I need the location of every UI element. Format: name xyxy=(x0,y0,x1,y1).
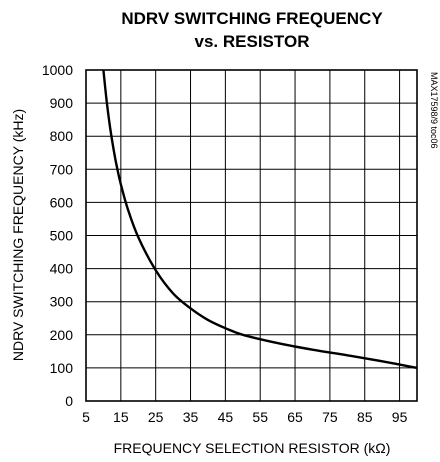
y-tick-label: 500 xyxy=(50,228,74,244)
x-tick-label: 25 xyxy=(148,409,164,425)
y-tick-label: 300 xyxy=(50,294,74,310)
y-tick-label: 1000 xyxy=(42,62,73,78)
y-tick-label: 200 xyxy=(50,327,74,343)
x-tick-label: 15 xyxy=(113,409,129,425)
x-axis-label: FREQUENCY SELECTION RESISTOR (kΩ) xyxy=(114,440,391,456)
y-tick-label: 100 xyxy=(50,360,74,376)
y-axis-label: NDRV SWITCHING FREQUENCY (kHz) xyxy=(10,109,26,361)
y-tick-label: 800 xyxy=(50,128,74,144)
figure-id-note: MAX17598/9 toc06 xyxy=(429,72,439,149)
x-tick-label: 75 xyxy=(322,409,338,425)
series xyxy=(102,69,418,370)
plot-frame xyxy=(85,69,418,402)
y-tick-label: 400 xyxy=(50,261,74,277)
chart-title-line1: NDRV SWITCHING FREQUENCY xyxy=(121,9,383,28)
x-tick-label: 55 xyxy=(252,409,268,425)
grid xyxy=(86,70,417,401)
x-tick-label: 65 xyxy=(287,409,303,425)
x-tick-label: 85 xyxy=(357,409,373,425)
x-tick-label: 95 xyxy=(392,409,408,425)
y-tick-label: 900 xyxy=(50,95,74,111)
y-tick-label: 0 xyxy=(65,393,73,409)
x-tick-label: 5 xyxy=(82,409,90,425)
x-tick-label: 45 xyxy=(218,409,234,425)
chart-title-line2: vs. RESISTOR xyxy=(195,32,310,51)
y-tick-label: 600 xyxy=(50,194,74,210)
series-line xyxy=(102,69,418,370)
y-tick-label: 700 xyxy=(50,161,74,177)
x-tick-label: 35 xyxy=(183,409,199,425)
tick-labels: 5 15 25 35 45 55 65 75 85 95 0 100 200 300 400 500 600 70… xyxy=(42,62,408,425)
